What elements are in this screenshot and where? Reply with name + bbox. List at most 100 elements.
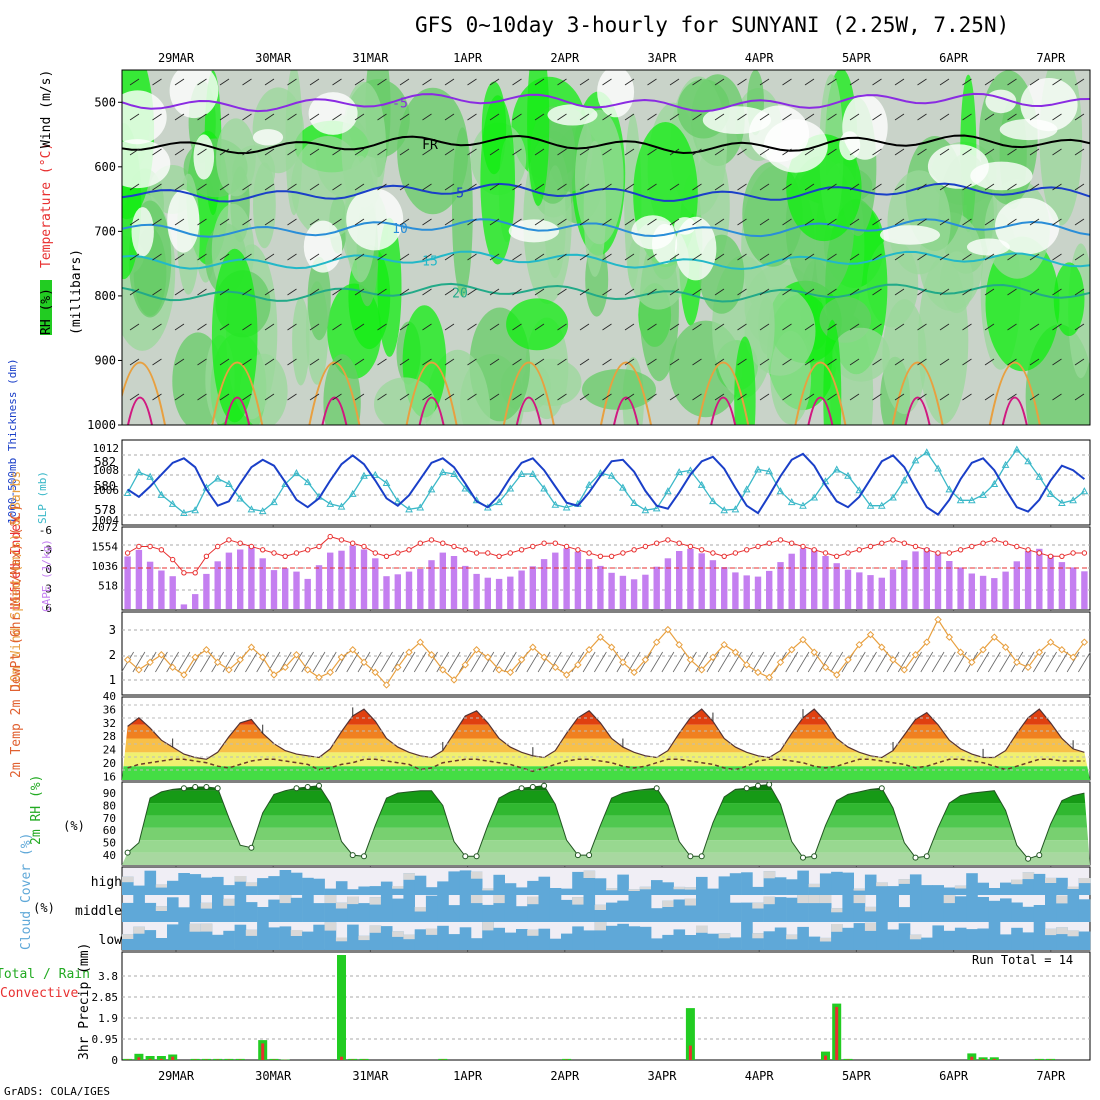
precip-tick-label: 3.8 — [98, 970, 118, 983]
cape-bar — [282, 568, 289, 609]
wind-barb — [129, 358, 140, 366]
wind-barb — [737, 358, 747, 366]
bottom-day-label: 1APR — [453, 1069, 483, 1083]
cape-bar — [529, 566, 536, 609]
wind-barb — [422, 323, 432, 331]
wind-barb — [692, 148, 702, 156]
rh-band — [122, 840, 1090, 853]
wind-barb — [647, 218, 657, 226]
precip-axis-label: 3hr Precip (mm) — [77, 943, 92, 1060]
cloud-gap-cell — [527, 929, 539, 936]
cape-bar — [327, 552, 334, 609]
cloud-cell — [290, 897, 303, 922]
cloud-cell — [628, 895, 641, 922]
cloud-cell — [572, 871, 584, 895]
cloud-cell — [786, 934, 798, 950]
cape-bar — [507, 576, 514, 609]
cape-tick-label: 518 — [98, 580, 118, 593]
wind-barb — [692, 393, 702, 401]
bottom-day-label: 2APR — [550, 1069, 580, 1083]
slp-point — [135, 468, 143, 476]
cape-bar — [878, 577, 885, 609]
cape-bar — [687, 548, 694, 609]
wind-barb — [197, 183, 207, 191]
wind-barb-10m — [470, 651, 483, 673]
cloud-cell — [200, 877, 213, 895]
temperature-contour — [122, 282, 1090, 303]
slp-point — [123, 488, 132, 497]
wind-barb — [332, 78, 342, 86]
precip-frame — [121, 951, 1091, 1061]
lifted-index-point — [856, 547, 862, 553]
temperature-band — [122, 766, 1090, 780]
lifted-index-point — [969, 543, 975, 550]
cape-bar — [979, 575, 987, 609]
rh-point — [698, 853, 705, 860]
cloud-cell — [279, 870, 292, 895]
cloud-cell — [639, 886, 652, 895]
cloud-cell — [561, 888, 573, 895]
wind-speed-point — [585, 646, 593, 654]
rh-point — [574, 852, 581, 859]
cape-bar — [912, 551, 919, 609]
slp-point — [787, 498, 796, 506]
cloud-gap-cell — [628, 889, 641, 891]
top-day-label: 4APR — [745, 51, 775, 65]
wind-barb-10m — [166, 651, 179, 673]
wind-barb — [939, 393, 950, 401]
wind-barb — [129, 148, 140, 156]
wind-barb — [1007, 253, 1017, 261]
wind-barb — [399, 78, 410, 86]
wind-barb — [242, 253, 252, 261]
footer-credit: GrADS: COLA/IGES — [4, 1085, 110, 1098]
cloud-cell — [921, 895, 933, 922]
rh-point — [755, 782, 761, 789]
cloud-cell — [223, 930, 235, 950]
slp-point — [168, 499, 177, 507]
cloud-gap-cell — [200, 923, 213, 932]
wind-barb-10m — [1044, 651, 1057, 673]
cloud-cell — [212, 934, 224, 950]
cloud-cell — [245, 902, 258, 922]
cloud-gap-cell — [594, 922, 607, 931]
lifted-index-point — [665, 537, 671, 543]
wind-barb — [197, 218, 207, 226]
slp-point — [326, 499, 335, 507]
wind-speed-point — [1035, 648, 1044, 656]
wind-barb — [647, 253, 657, 261]
wind-speed-point — [450, 676, 458, 684]
wind-barb — [197, 358, 207, 366]
temperature-tick-label: 32 — [103, 717, 116, 730]
wind-barb — [759, 183, 770, 191]
cloud-cell — [178, 873, 190, 895]
cloud-cell — [516, 906, 528, 922]
precip-total-bar — [190, 1058, 200, 1060]
wind-barb — [1029, 218, 1040, 226]
wind-barb-10m — [549, 651, 562, 673]
rh-point — [248, 844, 255, 851]
precip-total-bar — [348, 1058, 358, 1060]
wind-barb — [287, 288, 297, 296]
wind-barb — [917, 78, 927, 86]
cape-bar — [1002, 571, 1009, 609]
wind-barb — [579, 393, 590, 401]
wind-barb — [399, 183, 410, 191]
wind-barb — [129, 393, 140, 401]
cloud-cell — [1045, 895, 1057, 922]
cloud-gap-cell — [763, 871, 776, 879]
wind-barb — [354, 358, 365, 366]
cloud-gap-cell — [819, 895, 832, 904]
slp-point — [146, 472, 154, 480]
lifted-index-point — [957, 547, 964, 553]
rh-area — [882, 299, 927, 415]
cloud-cell — [437, 925, 449, 950]
dry-area — [252, 129, 284, 146]
rh-point — [293, 785, 300, 792]
cloud-cell — [516, 929, 528, 950]
wind-barb — [1052, 183, 1062, 191]
wind-barb — [894, 78, 905, 86]
wind-barb-10m — [796, 651, 810, 673]
slp-point — [731, 505, 740, 513]
wind-barb — [152, 148, 162, 156]
wind-barb — [872, 218, 882, 226]
